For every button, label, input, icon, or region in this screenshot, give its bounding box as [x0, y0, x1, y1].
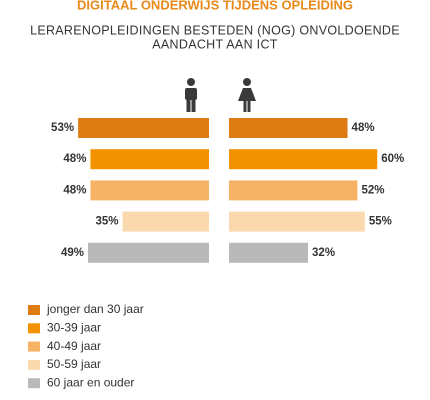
bar	[229, 180, 358, 201]
value-label: 52%	[361, 184, 384, 196]
legend-swatch	[28, 323, 40, 334]
bar	[90, 180, 209, 201]
bar	[229, 118, 348, 138]
value-label: 49%	[61, 247, 84, 259]
chart-subtitle: LERARENOPLEIDINGEN BESTEDEN (NOG) ONVOLD…	[30, 23, 400, 37]
legend-swatch	[28, 341, 40, 352]
legend-swatch	[28, 378, 40, 389]
chart-subtitle: AANDACHT AAN ICT	[152, 37, 277, 51]
female-icon	[238, 78, 256, 112]
legend-label: 30-39 jaar	[47, 320, 101, 334]
value-label: 55%	[369, 216, 392, 228]
value-label: 32%	[312, 247, 335, 259]
chart-title: DIGITAAL ONDERWIJS TIJDENS OPLEIDING	[77, 0, 353, 12]
legend-label: 40-49 jaar	[47, 339, 101, 353]
value-label: 48%	[63, 153, 86, 165]
value-label: 48%	[63, 184, 86, 196]
value-label: 60%	[381, 153, 404, 165]
bar	[229, 242, 309, 263]
bar	[87, 242, 209, 263]
bar	[229, 211, 365, 232]
male-icon	[185, 78, 197, 112]
value-label: 53%	[51, 122, 74, 134]
bar	[78, 118, 209, 138]
legend-label: 60 jaar en ouder	[47, 375, 134, 389]
bar	[229, 149, 378, 170]
bar	[90, 149, 209, 170]
value-label: 48%	[352, 122, 375, 134]
value-label: 35%	[96, 216, 119, 228]
legend-label: jonger dan 30 jaar	[46, 302, 144, 316]
legend-swatch	[28, 359, 40, 370]
legend-label: 50-59 jaar	[47, 357, 101, 371]
bar	[122, 211, 209, 232]
legend-swatch	[28, 305, 40, 315]
